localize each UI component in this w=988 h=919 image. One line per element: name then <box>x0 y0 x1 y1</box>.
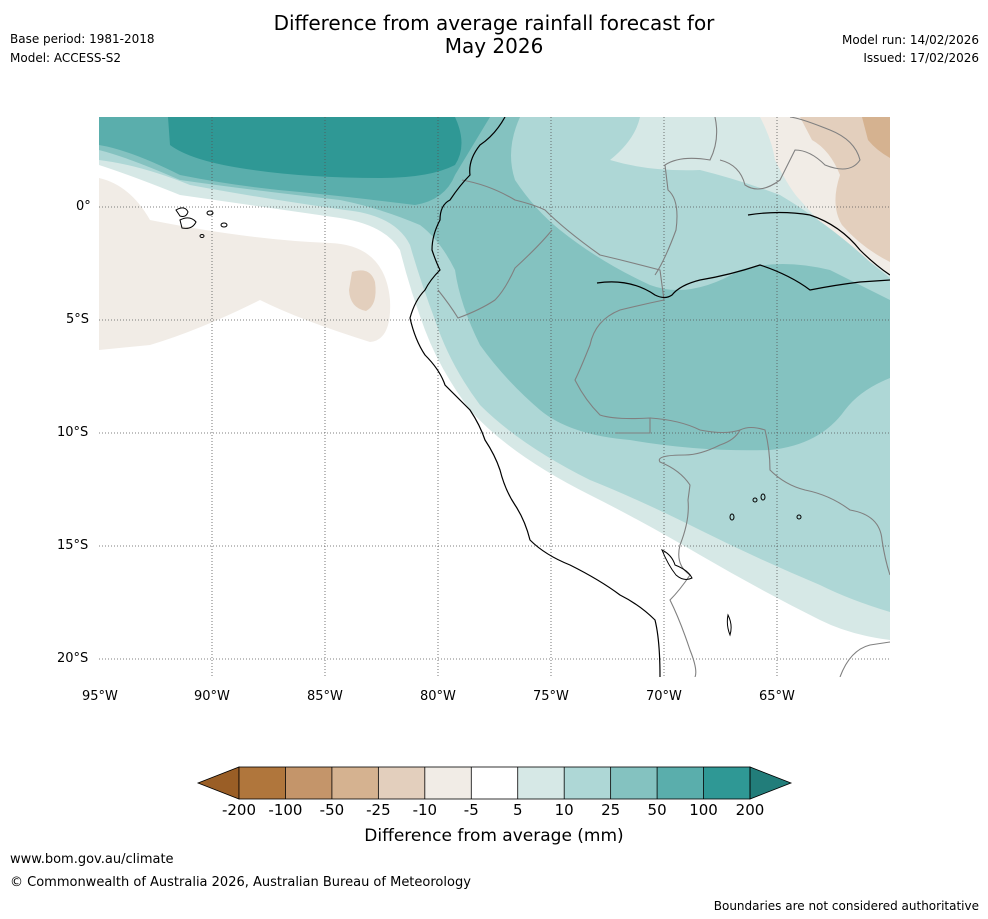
title-line-1: Difference from average rainfall forecas… <box>273 11 715 35</box>
lat-label-0: 0° <box>76 199 91 214</box>
website-link[interactable]: www.bom.gov.au/climate <box>10 852 174 867</box>
lon-label-90w: 90°W <box>194 689 230 704</box>
country-borders <box>437 117 890 677</box>
lakes <box>661 493 802 637</box>
issued-date: Issued: 17/02/2026 <box>863 51 979 65</box>
colorbar-tick-label: -100 <box>268 801 303 819</box>
colorbar-tick-label: 50 <box>647 801 667 819</box>
galapagos-islands <box>175 207 228 238</box>
lon-label-75w: 75°W <box>533 689 569 704</box>
colorbar-segment <box>424 767 472 799</box>
lon-label-85w: 85°W <box>307 689 343 704</box>
lon-label-70w: 70°W <box>646 689 682 704</box>
lon-label-65w: 65°W <box>759 689 795 704</box>
colorbar-frame <box>238 766 751 800</box>
dry-zone-northeast-peak <box>862 117 890 158</box>
copyright-text: © Commonwealth of Australia 2026, Austra… <box>10 875 471 890</box>
boundary-disclaimer: Boundaries are not considered authoritat… <box>713 899 979 913</box>
colorbar-tick-label: 25 <box>601 801 621 819</box>
colorbar-segment <box>610 767 658 799</box>
colorbar-title: Difference from average (mm) <box>364 826 624 846</box>
colorbar-tick-label: -50 <box>319 801 345 819</box>
colorbar-segment <box>657 767 704 799</box>
base-period: Base period: 1981-2018 <box>10 32 155 46</box>
lat-label-15s: 15°S <box>57 538 89 553</box>
dry-zone-pacific <box>99 178 391 350</box>
lon-label-80w: 80°W <box>420 689 456 704</box>
colorbar-tick-label: -200 <box>221 801 257 819</box>
colorbar-arrow-low <box>196 766 240 800</box>
wet-zone-25-50 <box>99 117 890 451</box>
wet-zone-100-200 <box>168 117 462 178</box>
colorbar-tick-label: -25 <box>366 801 391 819</box>
dry-zone-northeast-core <box>800 117 890 262</box>
colorbar-segment <box>703 767 750 799</box>
coastline <box>409 117 890 677</box>
colorbar-arrow-high <box>749 766 793 800</box>
colorbar-segment <box>331 767 379 799</box>
lat-label-10s: 10°S <box>57 425 89 440</box>
dry-zone-pacific-core <box>349 270 376 311</box>
colorbar-segment <box>471 767 518 799</box>
wet-zone-10-25 <box>99 117 890 612</box>
colorbar-segment <box>285 767 332 799</box>
colorbar-segment <box>378 767 425 799</box>
title-line-2: May 2026 <box>444 34 544 58</box>
colorbar-tick-label: 200 <box>735 801 765 819</box>
lon-label-95w: 95°W <box>82 689 118 704</box>
model-name: Model: ACCESS-S2 <box>10 51 122 65</box>
colorbar-tick-label: 10 <box>554 801 574 819</box>
colorbar-segment <box>564 767 611 799</box>
colorbar-tick-label: -5 <box>463 801 479 819</box>
page-title: Difference from average rainfall forecas… <box>0 12 988 58</box>
colorbar-tick-label: -10 <box>412 801 438 819</box>
model-run: Model run: 14/02/2026 <box>841 33 979 47</box>
colorbar-segment <box>239 767 286 799</box>
lat-label-20s: 20°S <box>57 651 89 666</box>
colorbar <box>196 766 793 800</box>
graticule <box>99 117 890 677</box>
colorbar-tick-label: 5 <box>512 801 523 819</box>
lat-label-5s: 5°S <box>66 312 90 327</box>
colorbar-tick-label: 100 <box>689 801 718 819</box>
colorbar-segment <box>517 767 565 799</box>
